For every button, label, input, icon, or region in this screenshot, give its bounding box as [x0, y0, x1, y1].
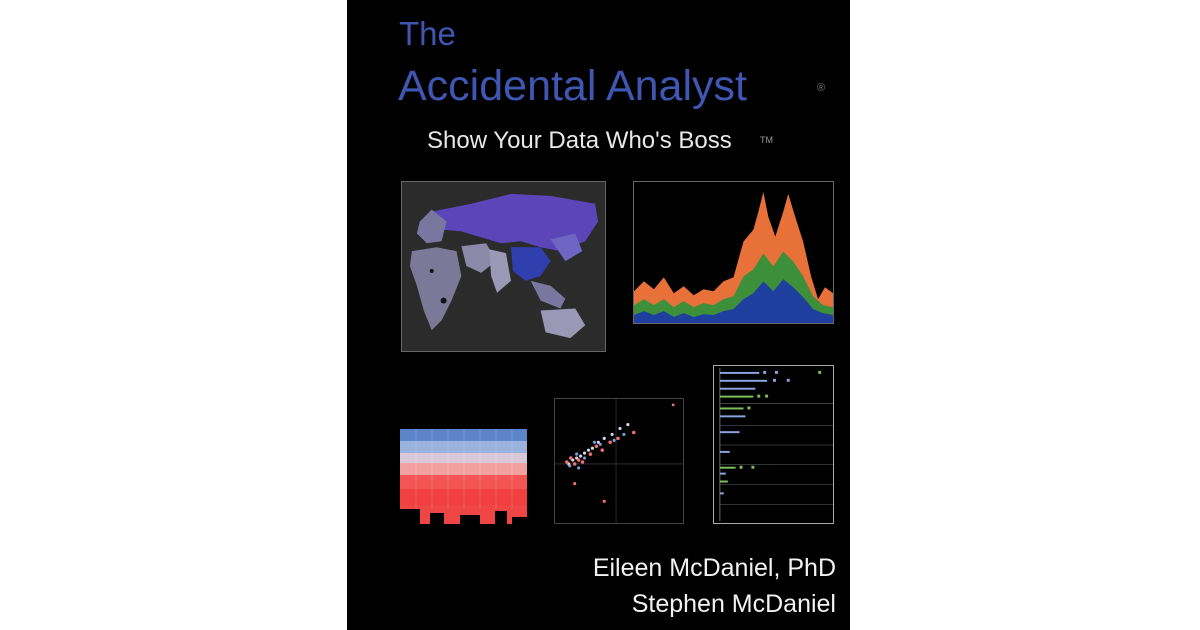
world-map-icon: [401, 181, 606, 352]
title-line-1: The: [399, 15, 456, 52]
author-2: Stephen McDaniel: [631, 590, 836, 618]
title-line-2: Accidental Analyst: [398, 62, 747, 110]
scatter-plot-icon: [554, 398, 684, 524]
dot-plot-icon: [713, 365, 834, 524]
author-1: Eileen McDaniel, PhD: [592, 554, 836, 582]
registered-mark: ®: [817, 82, 826, 94]
trademark-mark: TM: [760, 135, 773, 145]
stacked-area-chart-icon: [633, 181, 834, 324]
heatmap-icon: [400, 429, 527, 524]
subtitle: Show Your Data Who's Boss: [427, 127, 732, 154]
book-cover: The Accidental Analyst ® Show Your Data …: [347, 0, 850, 630]
